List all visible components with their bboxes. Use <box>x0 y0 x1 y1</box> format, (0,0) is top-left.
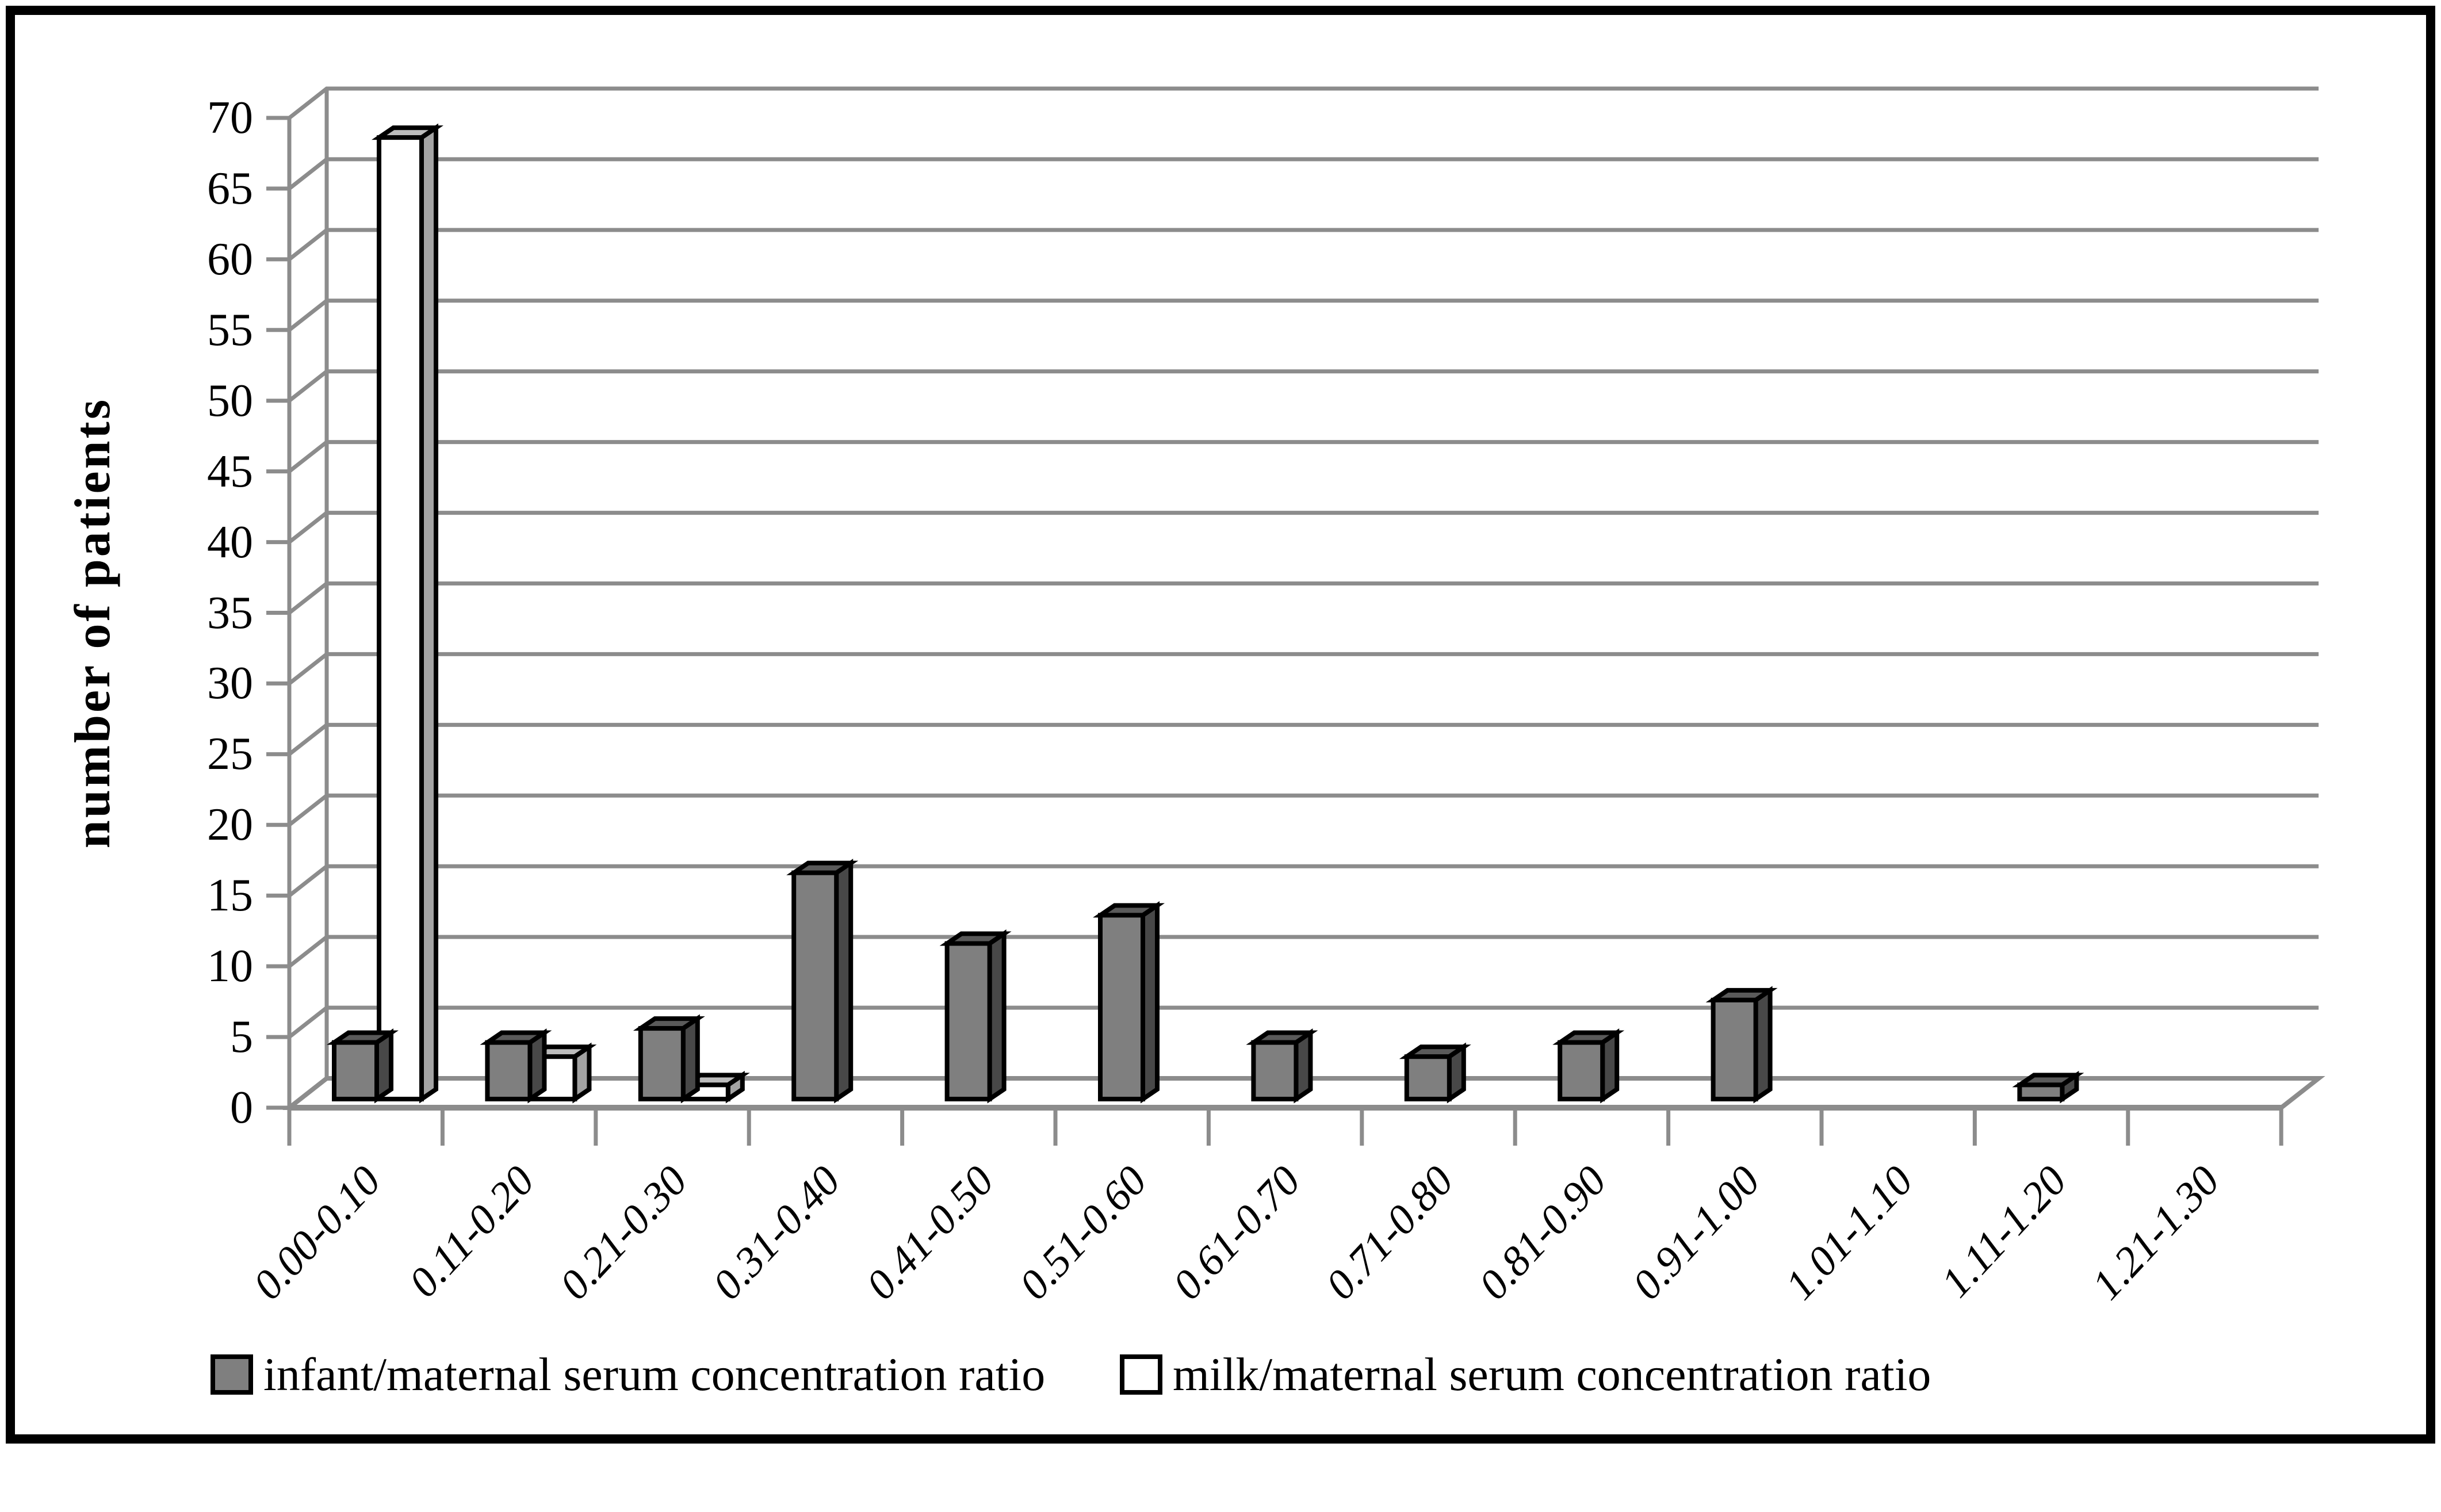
bar-infant-serum-front <box>791 870 839 1101</box>
y-axis-tick-label: 50 <box>207 375 253 426</box>
gridline <box>266 157 2319 191</box>
y-axis-tick-label: 45 <box>207 446 253 497</box>
gridline <box>266 652 2319 686</box>
plot-area <box>266 86 2325 1146</box>
y-axis-tick-label: 35 <box>207 587 253 638</box>
y-axis-tick-label: 70 <box>207 93 253 143</box>
gridline <box>266 440 2319 474</box>
bar-infant-serum-front <box>638 1026 686 1101</box>
bar-infant-serum-front <box>1098 913 1145 1101</box>
bar-infant-serum-front <box>1711 997 1758 1101</box>
bar-infant-serum-front <box>485 1040 533 1101</box>
bar-infant-serum-front <box>2017 1082 2065 1101</box>
legend-item-infant-serum: infant/maternal serum concentration rati… <box>211 1340 1045 1409</box>
y-axis-tick-label: 0 <box>230 1082 253 1133</box>
y-axis-title: number of patients <box>65 397 121 849</box>
bar-infant-serum-front <box>1404 1054 1452 1101</box>
bar-infant-serum-front <box>944 941 992 1101</box>
legend-marker-milk-serum-icon <box>1120 1354 1162 1395</box>
y-axis-tick-label: 10 <box>207 941 253 992</box>
legend-marker-infant-serum-icon <box>211 1354 253 1395</box>
y-axis-tick-label: 65 <box>207 163 253 214</box>
legend-item-milk-serum: milk/maternal serum concentration ratio <box>1120 1340 1931 1409</box>
gridline <box>266 228 2319 262</box>
y-axis-tick-label: 30 <box>207 658 253 709</box>
legend: infant/maternal serum concentration rati… <box>0 1340 2441 1421</box>
y-axis-tick-label: 40 <box>207 516 253 568</box>
legend-label-milk-serum: milk/maternal serum concentration ratio <box>1173 1348 1931 1400</box>
y-axis-tick-label: 5 <box>230 1012 253 1063</box>
gridline <box>266 935 2319 969</box>
bar-infant-serum-front <box>1558 1040 1605 1101</box>
gridline <box>266 864 2319 898</box>
y-axis-tick-label: 25 <box>207 729 253 780</box>
bar-infant-serum-front <box>1251 1040 1299 1101</box>
gridline <box>266 581 2319 615</box>
gridline <box>266 793 2319 827</box>
gridline <box>266 511 2319 545</box>
gridline <box>266 86 2319 120</box>
legend-label-infant-serum: infant/maternal serum concentration rati… <box>263 1348 1046 1400</box>
gridline <box>266 369 2319 403</box>
bar-infant-serum-front <box>332 1040 379 1101</box>
gridline <box>266 1005 2319 1039</box>
y-axis-tick-label: 20 <box>207 799 253 851</box>
gridline <box>266 298 2319 332</box>
gridline <box>266 722 2319 756</box>
y-axis-tick-label: 15 <box>207 870 253 921</box>
y-axis-tick-label: 55 <box>207 304 253 355</box>
bar-milk-serum-front <box>377 135 424 1101</box>
y-axis-tick-label: 60 <box>207 234 253 285</box>
